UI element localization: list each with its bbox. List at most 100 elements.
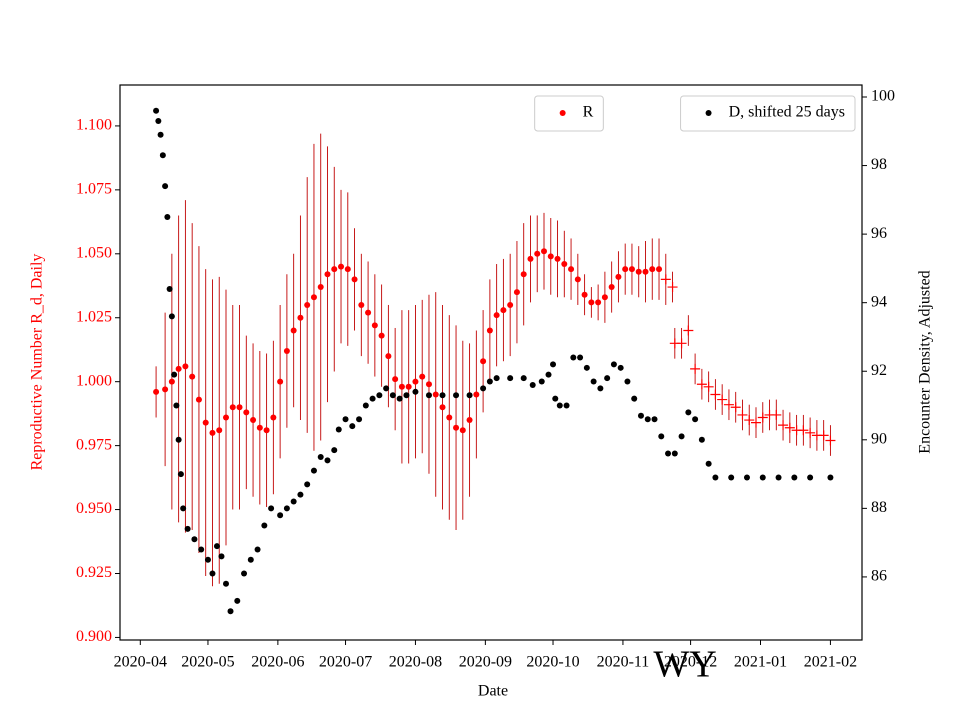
dot-marker	[439, 392, 446, 399]
y2-tick-label: 90	[871, 430, 887, 447]
plus-marker	[751, 417, 761, 428]
dot-marker	[568, 266, 575, 273]
dot-marker	[164, 213, 171, 220]
dot-marker	[403, 392, 410, 399]
dot-marker	[656, 266, 663, 273]
y-tick-label: 0.900	[76, 628, 112, 645]
dot-marker	[317, 284, 324, 291]
plus-marker	[744, 415, 755, 426]
y2-tick-label: 86	[871, 568, 887, 585]
dot-marker	[218, 553, 225, 560]
dot-marker	[556, 402, 563, 409]
dot-marker	[698, 436, 705, 443]
plus-marker	[737, 409, 748, 420]
y2-tick-label: 92	[871, 362, 887, 379]
legend-marker	[705, 110, 712, 116]
dot-marker	[344, 266, 351, 273]
dot-marker	[247, 556, 254, 563]
dot-marker	[480, 358, 487, 365]
plus-marker	[805, 427, 816, 438]
dot-marker	[338, 263, 345, 270]
dot-marker	[189, 373, 196, 380]
dot-marker	[552, 395, 559, 402]
plus-marker	[660, 274, 671, 285]
dot-marker	[425, 381, 432, 388]
dot-marker	[157, 131, 164, 138]
x-tick-label: 2020-10	[526, 654, 579, 671]
x-tick-label: 2020-05	[181, 654, 234, 671]
dot-marker	[705, 460, 712, 467]
dot-marker	[588, 299, 595, 306]
dot-marker	[453, 424, 460, 431]
dot-marker	[171, 371, 178, 378]
dot-marker	[243, 409, 250, 416]
dot-marker	[486, 378, 493, 385]
dot-marker	[446, 414, 453, 421]
dot-marker	[297, 314, 304, 321]
dot-marker	[466, 417, 473, 424]
dot-marker	[561, 261, 568, 268]
dot-marker	[486, 327, 493, 334]
dot-marker	[168, 313, 175, 320]
dot-marker	[759, 474, 766, 481]
plus-marker	[757, 412, 768, 423]
plus-marker	[818, 430, 829, 441]
dot-marker	[297, 491, 304, 498]
dot-marker	[365, 309, 372, 316]
dot-marker	[153, 388, 160, 395]
dot-marker	[378, 332, 385, 339]
dot-marker	[263, 427, 270, 434]
dot-marker	[624, 378, 631, 385]
dot-marker	[342, 416, 349, 423]
dot-marker	[459, 427, 466, 434]
dot-marker	[385, 353, 392, 360]
dot-marker	[198, 546, 205, 553]
dot-marker	[439, 404, 446, 411]
y2-tick-label: 88	[871, 499, 887, 516]
annotation: WY	[653, 644, 716, 686]
x-tick-label: 2020-12	[664, 654, 717, 671]
dot-marker	[453, 392, 460, 399]
dot-marker	[577, 354, 584, 361]
dot-marker	[182, 363, 189, 370]
plus-marker	[710, 389, 721, 400]
dot-marker	[685, 409, 692, 416]
dot-marker	[827, 474, 834, 481]
dot-marker	[712, 474, 719, 481]
dot-marker	[570, 354, 577, 361]
dot-marker	[590, 378, 597, 385]
dot-marker	[608, 284, 615, 291]
dot-marker	[527, 255, 534, 262]
dot-marker	[162, 183, 169, 190]
dot-marker	[209, 570, 216, 577]
dot-marker	[369, 395, 376, 402]
dot-marker	[351, 276, 358, 283]
plot-area	[153, 107, 836, 615]
dot-marker	[791, 474, 798, 481]
dot-marker	[392, 376, 399, 383]
dot-marker	[358, 301, 365, 308]
dot-marker	[554, 255, 561, 262]
dot-marker	[529, 381, 536, 388]
legend-marker	[559, 110, 566, 116]
dot-marker	[547, 253, 554, 260]
dot-marker	[371, 322, 378, 329]
x-tick-label: 2020-06	[251, 654, 304, 671]
dot-marker	[466, 392, 473, 399]
dot-marker	[520, 271, 527, 278]
dot-marker	[507, 301, 514, 308]
dot-marker	[229, 404, 236, 411]
dot-marker	[168, 378, 175, 385]
dot-marker	[331, 447, 338, 454]
dot-marker	[277, 378, 284, 385]
dot-marker	[256, 424, 263, 431]
dot-marker	[202, 419, 209, 426]
dot-marker	[534, 250, 541, 257]
plus-marker	[784, 422, 795, 433]
dot-marker	[615, 273, 622, 280]
x-tick-label: 2021-01	[734, 654, 787, 671]
x-axis-label: Date	[478, 683, 508, 700]
dot-marker	[166, 285, 173, 292]
y2-tick-label: 100	[871, 88, 895, 105]
dot-marker	[180, 505, 187, 512]
